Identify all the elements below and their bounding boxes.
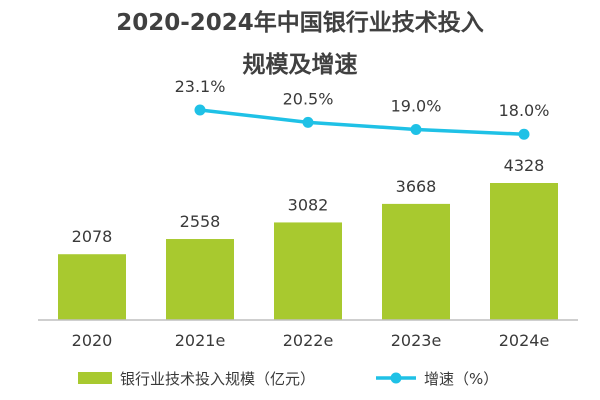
- growth-point-2023e: [410, 123, 422, 135]
- growth-point-2024e: [518, 128, 530, 140]
- x-tick-2024e: 2024e: [499, 331, 550, 350]
- growth-label-2021e: 23.1%: [175, 77, 226, 96]
- growth-line: [199, 108, 525, 136]
- bar-label-2020: 2078: [72, 227, 113, 246]
- growth-point-2021e: [194, 104, 206, 116]
- growth-label-2022e: 20.5%: [283, 89, 334, 108]
- bar-2021e: [166, 239, 234, 320]
- x-tick-2021e: 2021e: [175, 331, 226, 350]
- x-tick-2023e: 2023e: [391, 331, 442, 350]
- chart-title-line2: 规模及增速: [242, 52, 358, 78]
- growth-label-2023e: 19.0%: [391, 96, 442, 115]
- bar-2024e: [490, 183, 558, 320]
- bar-label-2021e: 2558: [180, 212, 221, 231]
- bar-2023e: [382, 203, 450, 320]
- growth-point-2022e: [302, 116, 314, 128]
- bar-label-2024e: 4328: [504, 156, 545, 175]
- bar-label-2022e: 3082: [288, 195, 329, 214]
- legend-swatch-bar: [78, 372, 112, 384]
- x-tick-2022e: 2022e: [283, 331, 334, 350]
- bar-label-2023e: 3668: [396, 177, 437, 196]
- legend-label-line: 增速（%）: [424, 370, 498, 388]
- growth-label-2024e: 18.0%: [499, 101, 550, 120]
- bar-2020: [58, 254, 126, 320]
- legend-swatch-line-marker: [390, 372, 402, 384]
- legend-label-bar: 银行业技术投入规模（亿元）: [120, 370, 315, 388]
- x-tick-2020: 2020: [72, 331, 113, 350]
- bar-2022e: [274, 222, 342, 320]
- chart-title-line1: 2020-2024年中国银行业技术投入: [116, 10, 484, 36]
